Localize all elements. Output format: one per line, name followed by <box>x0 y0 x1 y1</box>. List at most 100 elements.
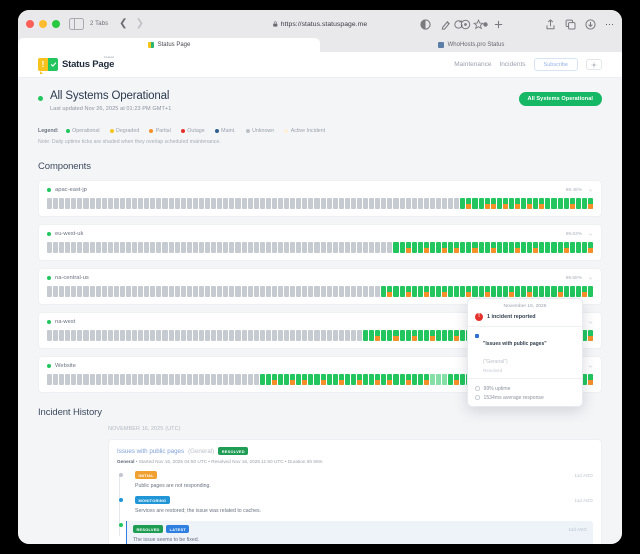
uptime-tick[interactable] <box>71 198 77 209</box>
uptime-tick[interactable] <box>265 198 271 209</box>
uptime-tick[interactable] <box>411 374 417 385</box>
uptime-tick[interactable] <box>83 242 89 253</box>
uptime-tick[interactable] <box>308 286 314 297</box>
uptime-tick[interactable] <box>150 242 156 253</box>
uptime-tick[interactable] <box>423 242 429 253</box>
new-tab-copy-icon[interactable] <box>565 19 576 30</box>
uptime-tick[interactable] <box>138 242 144 253</box>
uptime-tick[interactable] <box>363 330 369 341</box>
uptime-tick[interactable] <box>587 198 594 209</box>
uptime-tick[interactable] <box>496 286 502 297</box>
uptime-tick[interactable] <box>539 242 545 253</box>
uptime-tick[interactable] <box>126 198 132 209</box>
uptime-tick[interactable] <box>126 330 132 341</box>
uptime-tick[interactable] <box>448 330 454 341</box>
uptime-tick[interactable] <box>217 330 223 341</box>
uptime-tick[interactable] <box>241 330 247 341</box>
uptime-tick[interactable] <box>186 374 192 385</box>
uptime-tick[interactable] <box>205 330 211 341</box>
uptime-tick[interactable] <box>381 242 387 253</box>
uptime-tick[interactable] <box>363 242 369 253</box>
uptime-tick[interactable] <box>101 374 107 385</box>
uptime-tick[interactable] <box>387 242 393 253</box>
uptime-tick[interactable] <box>436 242 442 253</box>
uptime-tick[interactable] <box>211 330 217 341</box>
uptime-tick[interactable] <box>156 286 162 297</box>
uptime-tick[interactable] <box>563 286 569 297</box>
uptime-tick[interactable] <box>533 286 539 297</box>
uptime-tick[interactable] <box>83 374 89 385</box>
back-arrow-icon[interactable]: ❮ <box>119 18 128 29</box>
uptime-tick[interactable] <box>271 198 277 209</box>
uptime-tick[interactable] <box>138 330 144 341</box>
uptime-tick[interactable] <box>174 374 180 385</box>
uptime-tick[interactable] <box>515 198 521 209</box>
uptime-tick[interactable] <box>320 330 326 341</box>
uptime-tick[interactable] <box>296 286 302 297</box>
uptime-tick[interactable] <box>569 242 575 253</box>
uptime-tick[interactable] <box>448 286 454 297</box>
uptime-tick[interactable] <box>533 242 539 253</box>
uptime-tick[interactable] <box>393 330 399 341</box>
chevron-down-icon[interactable] <box>588 188 593 193</box>
uptime-tick[interactable] <box>83 286 89 297</box>
uptime-tick[interactable] <box>484 198 490 209</box>
uptime-tick[interactable] <box>508 198 515 209</box>
uptime-tick[interactable] <box>180 198 186 209</box>
uptime-tick[interactable] <box>83 198 89 209</box>
uptime-tick[interactable] <box>296 374 302 385</box>
uptime-tick[interactable] <box>381 374 387 385</box>
sidebar-toggle-icon[interactable] <box>69 18 84 30</box>
uptime-tick[interactable] <box>247 242 253 253</box>
uptime-tick[interactable] <box>174 286 180 297</box>
uptime-tick[interactable] <box>126 242 132 253</box>
uptime-tick[interactable] <box>168 242 174 253</box>
nav-maintenance[interactable]: Maintenance <box>454 61 492 68</box>
uptime-tick[interactable] <box>332 198 338 209</box>
uptime-tick[interactable] <box>429 286 435 297</box>
uptime-tick[interactable] <box>387 330 393 341</box>
uptime-tick[interactable] <box>284 242 290 253</box>
nav-incidents[interactable]: Incidents <box>499 61 526 68</box>
uptime-tick[interactable] <box>393 198 399 209</box>
uptime-tick[interactable] <box>223 242 229 253</box>
uptime-tick[interactable] <box>296 198 302 209</box>
bookmark-star-icon[interactable] <box>473 18 484 30</box>
uptime-tick[interactable] <box>454 242 460 253</box>
uptime-tick[interactable] <box>235 330 241 341</box>
uptime-tick[interactable] <box>205 374 211 385</box>
uptime-tick[interactable] <box>581 198 587 209</box>
uptime-tick[interactable] <box>229 374 235 385</box>
uptime-tick[interactable] <box>356 374 363 385</box>
uptime-tick[interactable] <box>290 198 296 209</box>
uptime-tick[interactable] <box>508 242 515 253</box>
uptime-tick[interactable] <box>436 286 442 297</box>
uptime-tick[interactable] <box>363 198 369 209</box>
uptime-tick[interactable] <box>448 374 454 385</box>
uptime-tick[interactable] <box>320 286 326 297</box>
component-card[interactable]: eu-west-uk 99.63% <box>38 224 602 261</box>
uptime-tick[interactable] <box>198 286 205 297</box>
uptime-tick[interactable] <box>381 198 387 209</box>
uptime-tick[interactable] <box>375 242 381 253</box>
uptime-tick[interactable] <box>113 242 119 253</box>
uptime-tick[interactable] <box>144 286 150 297</box>
uptime-tick[interactable] <box>308 198 314 209</box>
uptime-tick[interactable] <box>174 242 180 253</box>
uptime-tick[interactable] <box>156 242 162 253</box>
uptime-tick[interactable] <box>241 198 247 209</box>
uptime-tick[interactable] <box>344 374 350 385</box>
reload-icon[interactable] <box>453 19 464 30</box>
uptime-tick[interactable] <box>53 330 59 341</box>
uptime-tick[interactable] <box>575 198 581 209</box>
uptime-tick[interactable] <box>223 330 229 341</box>
uptime-tick[interactable] <box>393 286 399 297</box>
uptime-tick[interactable] <box>138 286 144 297</box>
uptime-tick[interactable] <box>356 242 363 253</box>
uptime-tick[interactable] <box>71 374 77 385</box>
uptime-tick[interactable] <box>308 242 314 253</box>
uptime-tick[interactable] <box>126 286 132 297</box>
uptime-tick[interactable] <box>65 330 71 341</box>
uptime-tick[interactable] <box>442 374 448 385</box>
uptime-tick[interactable] <box>265 330 271 341</box>
